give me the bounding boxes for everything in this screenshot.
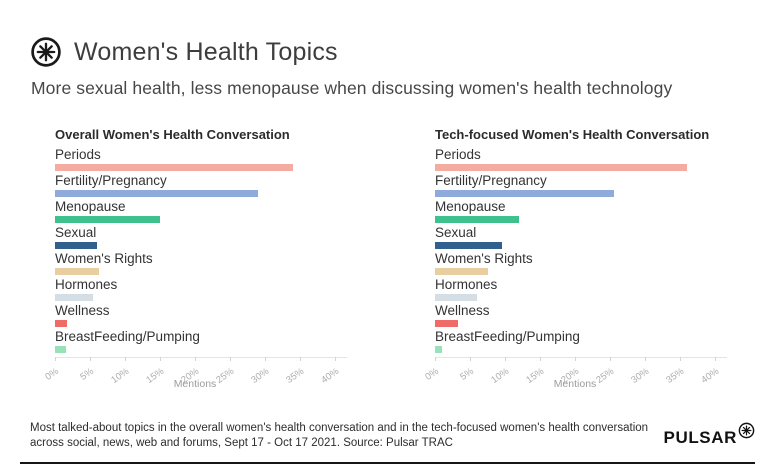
bar-label: Hormones xyxy=(55,277,118,292)
x-axis: 0% 5% 10% 15% 20% 25% 30% 35% 40% xyxy=(44,357,347,386)
chart-title: Tech-focused Women's Health Conversation xyxy=(435,127,710,142)
bar xyxy=(435,294,477,301)
page-subtitle: More sexual health, less menopause when … xyxy=(31,78,673,98)
bar-label: Periods xyxy=(55,147,101,162)
bar xyxy=(435,242,502,249)
bar-row: Women's Rights xyxy=(55,250,365,276)
axis-tick xyxy=(680,357,681,361)
page-title: Women's Health Topics xyxy=(74,38,338,66)
axis-tick xyxy=(230,357,231,361)
x-axis-label: Mentions xyxy=(553,378,597,390)
bar-row: Sexual xyxy=(55,224,365,250)
bar-row: Sexual xyxy=(435,224,745,250)
bar-label: Sexual xyxy=(435,225,477,240)
bar-row: Hormones xyxy=(435,276,745,302)
source-caption: Most talked-about topics in the overall … xyxy=(30,421,655,451)
bar xyxy=(55,320,67,327)
brand-wordmark: PULSAR xyxy=(663,428,737,447)
axis-tick xyxy=(435,357,436,361)
axis-tick xyxy=(335,357,336,361)
bar xyxy=(55,346,66,353)
axis-tick xyxy=(265,357,266,361)
bar-label: Hormones xyxy=(435,277,498,292)
bar-label: Menopause xyxy=(55,199,126,214)
axis-tick xyxy=(90,357,91,361)
bar xyxy=(435,216,519,223)
bar-rows: Periods Fertility/Pregnancy Menopause Sexua… xyxy=(435,146,745,354)
bar xyxy=(435,190,614,197)
axis-tick xyxy=(160,357,161,361)
bar-label: Periods xyxy=(435,147,481,162)
bar-label: BreastFeeding/Pumping xyxy=(435,329,580,344)
bar-row: BreastFeeding/Pumping xyxy=(55,328,365,354)
axis-tick xyxy=(540,357,541,361)
bar-label: Wellness xyxy=(55,303,110,318)
bottom-divider xyxy=(20,462,755,464)
axis-tick xyxy=(195,357,196,361)
pulsar-asterisk-icon xyxy=(738,422,755,439)
axis-tick xyxy=(470,357,471,361)
bar-label: Sexual xyxy=(55,225,97,240)
bar-label: Women's Rights xyxy=(55,251,153,266)
chart-overall-conversation: Overall Women's Health Conversation Peri… xyxy=(44,127,365,390)
axis-tick xyxy=(610,357,611,361)
bar-row: Fertility/Pregnancy xyxy=(55,172,365,198)
bar-row: Hormones xyxy=(55,276,365,302)
bar-row: Fertility/Pregnancy xyxy=(435,172,745,198)
x-axis: 0% 5% 10% 15% 20% 25% 30% 35% 40% xyxy=(424,357,727,386)
chart-tech-conversation: Tech-focused Women's Health Conversation… xyxy=(424,127,745,390)
bar xyxy=(55,190,258,197)
bar-rows: Periods Fertility/Pregnancy Menopause Sexua… xyxy=(55,146,365,354)
bar-row: Menopause xyxy=(435,198,745,224)
axis-tick xyxy=(55,357,56,361)
bar xyxy=(55,242,97,249)
bar-label: Wellness xyxy=(435,303,490,318)
bar xyxy=(435,268,488,275)
bar-row: Periods xyxy=(435,146,745,172)
bar-label: Fertility/Pregnancy xyxy=(55,173,167,188)
bar xyxy=(55,216,160,223)
axis-tick xyxy=(715,357,716,361)
axis-tick xyxy=(505,357,506,361)
bar-label: Fertility/Pregnancy xyxy=(435,173,547,188)
bar-row: Periods xyxy=(55,146,365,172)
bar xyxy=(435,320,459,327)
bar-label: Menopause xyxy=(435,199,506,214)
bar-row: BreastFeeding/Pumping xyxy=(435,328,745,354)
axis-tick xyxy=(300,357,301,361)
bar xyxy=(435,346,442,353)
bar-row: Wellness xyxy=(435,302,745,328)
axis-tick xyxy=(645,357,646,361)
bar xyxy=(55,164,293,171)
bar-row: Wellness xyxy=(55,302,365,328)
bar xyxy=(55,294,93,301)
pulsar-asterisk-icon xyxy=(31,37,61,67)
pulsar-brand: PULSAR xyxy=(663,422,756,448)
chart-title: Overall Women's Health Conversation xyxy=(55,127,290,142)
bar-row: Menopause xyxy=(55,198,365,224)
bar-label: BreastFeeding/Pumping xyxy=(55,329,200,344)
axis-tick xyxy=(575,357,576,361)
caption-line: Most talked-about topics in the overall … xyxy=(30,422,649,434)
x-axis-label: Mentions xyxy=(173,378,217,390)
bar xyxy=(435,164,687,171)
caption-line: across social, news, web and forums, Sep… xyxy=(30,437,453,449)
axis-tick xyxy=(125,357,126,361)
bar-label: Women's Rights xyxy=(435,251,533,266)
bar-row: Women's Rights xyxy=(435,250,745,276)
bar xyxy=(55,268,100,275)
